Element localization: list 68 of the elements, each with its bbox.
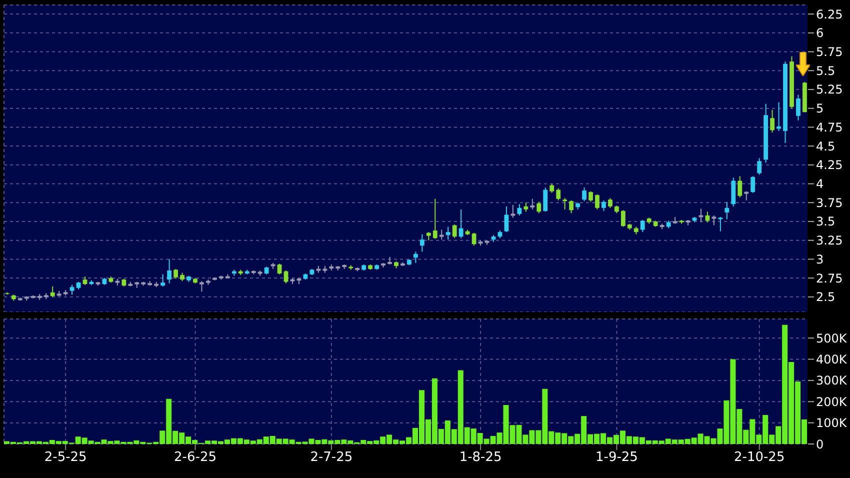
y-tick-label: 2.5 bbox=[816, 290, 836, 304]
y-tick-label: 5.5 bbox=[816, 64, 836, 78]
x-tick-label: 2-10-25 bbox=[734, 450, 785, 466]
candlestick bbox=[569, 200, 574, 214]
candlestick bbox=[595, 194, 600, 210]
candlestick bbox=[620, 210, 626, 228]
candlestick bbox=[724, 201, 730, 220]
y-tick-label: 300K bbox=[816, 374, 848, 388]
candlestick bbox=[556, 188, 561, 201]
y-tick-label: 5.25 bbox=[816, 82, 843, 97]
y-tick-label: 3 bbox=[816, 252, 824, 266]
y-tick-label: 100K bbox=[816, 416, 848, 430]
candlestick bbox=[432, 198, 438, 240]
candlestick bbox=[770, 109, 775, 133]
x-tick-label: 1-8-25 bbox=[459, 450, 502, 466]
candlestick bbox=[504, 206, 509, 233]
candlestick bbox=[452, 224, 457, 239]
candlestick bbox=[757, 158, 762, 176]
candlestick bbox=[608, 198, 612, 208]
x-tick-label: 2-6-25 bbox=[174, 450, 217, 466]
candlestick bbox=[543, 187, 548, 212]
candlestick bbox=[750, 176, 756, 194]
candlestick bbox=[524, 202, 528, 212]
x-tick-label: 1-9-25 bbox=[595, 450, 638, 466]
candlestick bbox=[160, 274, 166, 287]
y-tick-label: 6 bbox=[816, 26, 824, 40]
candlestick bbox=[50, 286, 55, 298]
candlestick bbox=[517, 204, 522, 216]
candlestick bbox=[731, 177, 736, 207]
candlestick bbox=[550, 183, 554, 194]
y-tick-label: 4.25 bbox=[816, 158, 843, 172]
candlestick bbox=[640, 219, 645, 233]
candlestick bbox=[284, 270, 288, 284]
candlestick bbox=[167, 258, 172, 284]
candlestick bbox=[413, 251, 418, 264]
y-tick-label: 400K bbox=[816, 352, 848, 367]
candlestick bbox=[458, 208, 464, 239]
y-tick-label: 4.5 bbox=[816, 139, 836, 154]
candlestick bbox=[70, 284, 74, 296]
y-tick-label: 6.25 bbox=[816, 7, 843, 22]
candlestick bbox=[582, 187, 586, 202]
candlestick bbox=[602, 200, 606, 212]
candlestick bbox=[718, 216, 723, 232]
y-tick-label: 500K bbox=[816, 331, 848, 346]
candlestick bbox=[472, 232, 476, 246]
candlestick bbox=[420, 234, 424, 252]
x-tick-label: 2-5-25 bbox=[44, 450, 87, 466]
y-tick-label: 5.75 bbox=[816, 45, 843, 60]
candlestick bbox=[776, 102, 781, 132]
y-tick-label: 200K bbox=[816, 394, 848, 409]
y-tick-label: 3.75 bbox=[816, 196, 843, 210]
candlestick bbox=[796, 94, 800, 121]
y-tick-label: 3.5 bbox=[816, 214, 836, 229]
y-tick-label: 5 bbox=[816, 102, 824, 116]
y-tick-label: 2.75 bbox=[816, 271, 843, 286]
y-tick-label: 3.25 bbox=[816, 234, 843, 248]
y-tick-label: 4 bbox=[816, 177, 824, 192]
y-tick-label: 4.75 bbox=[816, 120, 843, 134]
x-tick-label: 2-7-25 bbox=[310, 450, 353, 466]
candlestick bbox=[446, 226, 450, 240]
candlestick bbox=[174, 268, 178, 280]
candlestick bbox=[198, 280, 205, 292]
candlestick bbox=[588, 190, 593, 202]
candlestick bbox=[277, 263, 282, 275]
candlestick bbox=[562, 198, 568, 210]
y-tick-label: 0 bbox=[816, 437, 824, 452]
candlestick bbox=[536, 201, 542, 214]
candlestick bbox=[738, 176, 742, 198]
